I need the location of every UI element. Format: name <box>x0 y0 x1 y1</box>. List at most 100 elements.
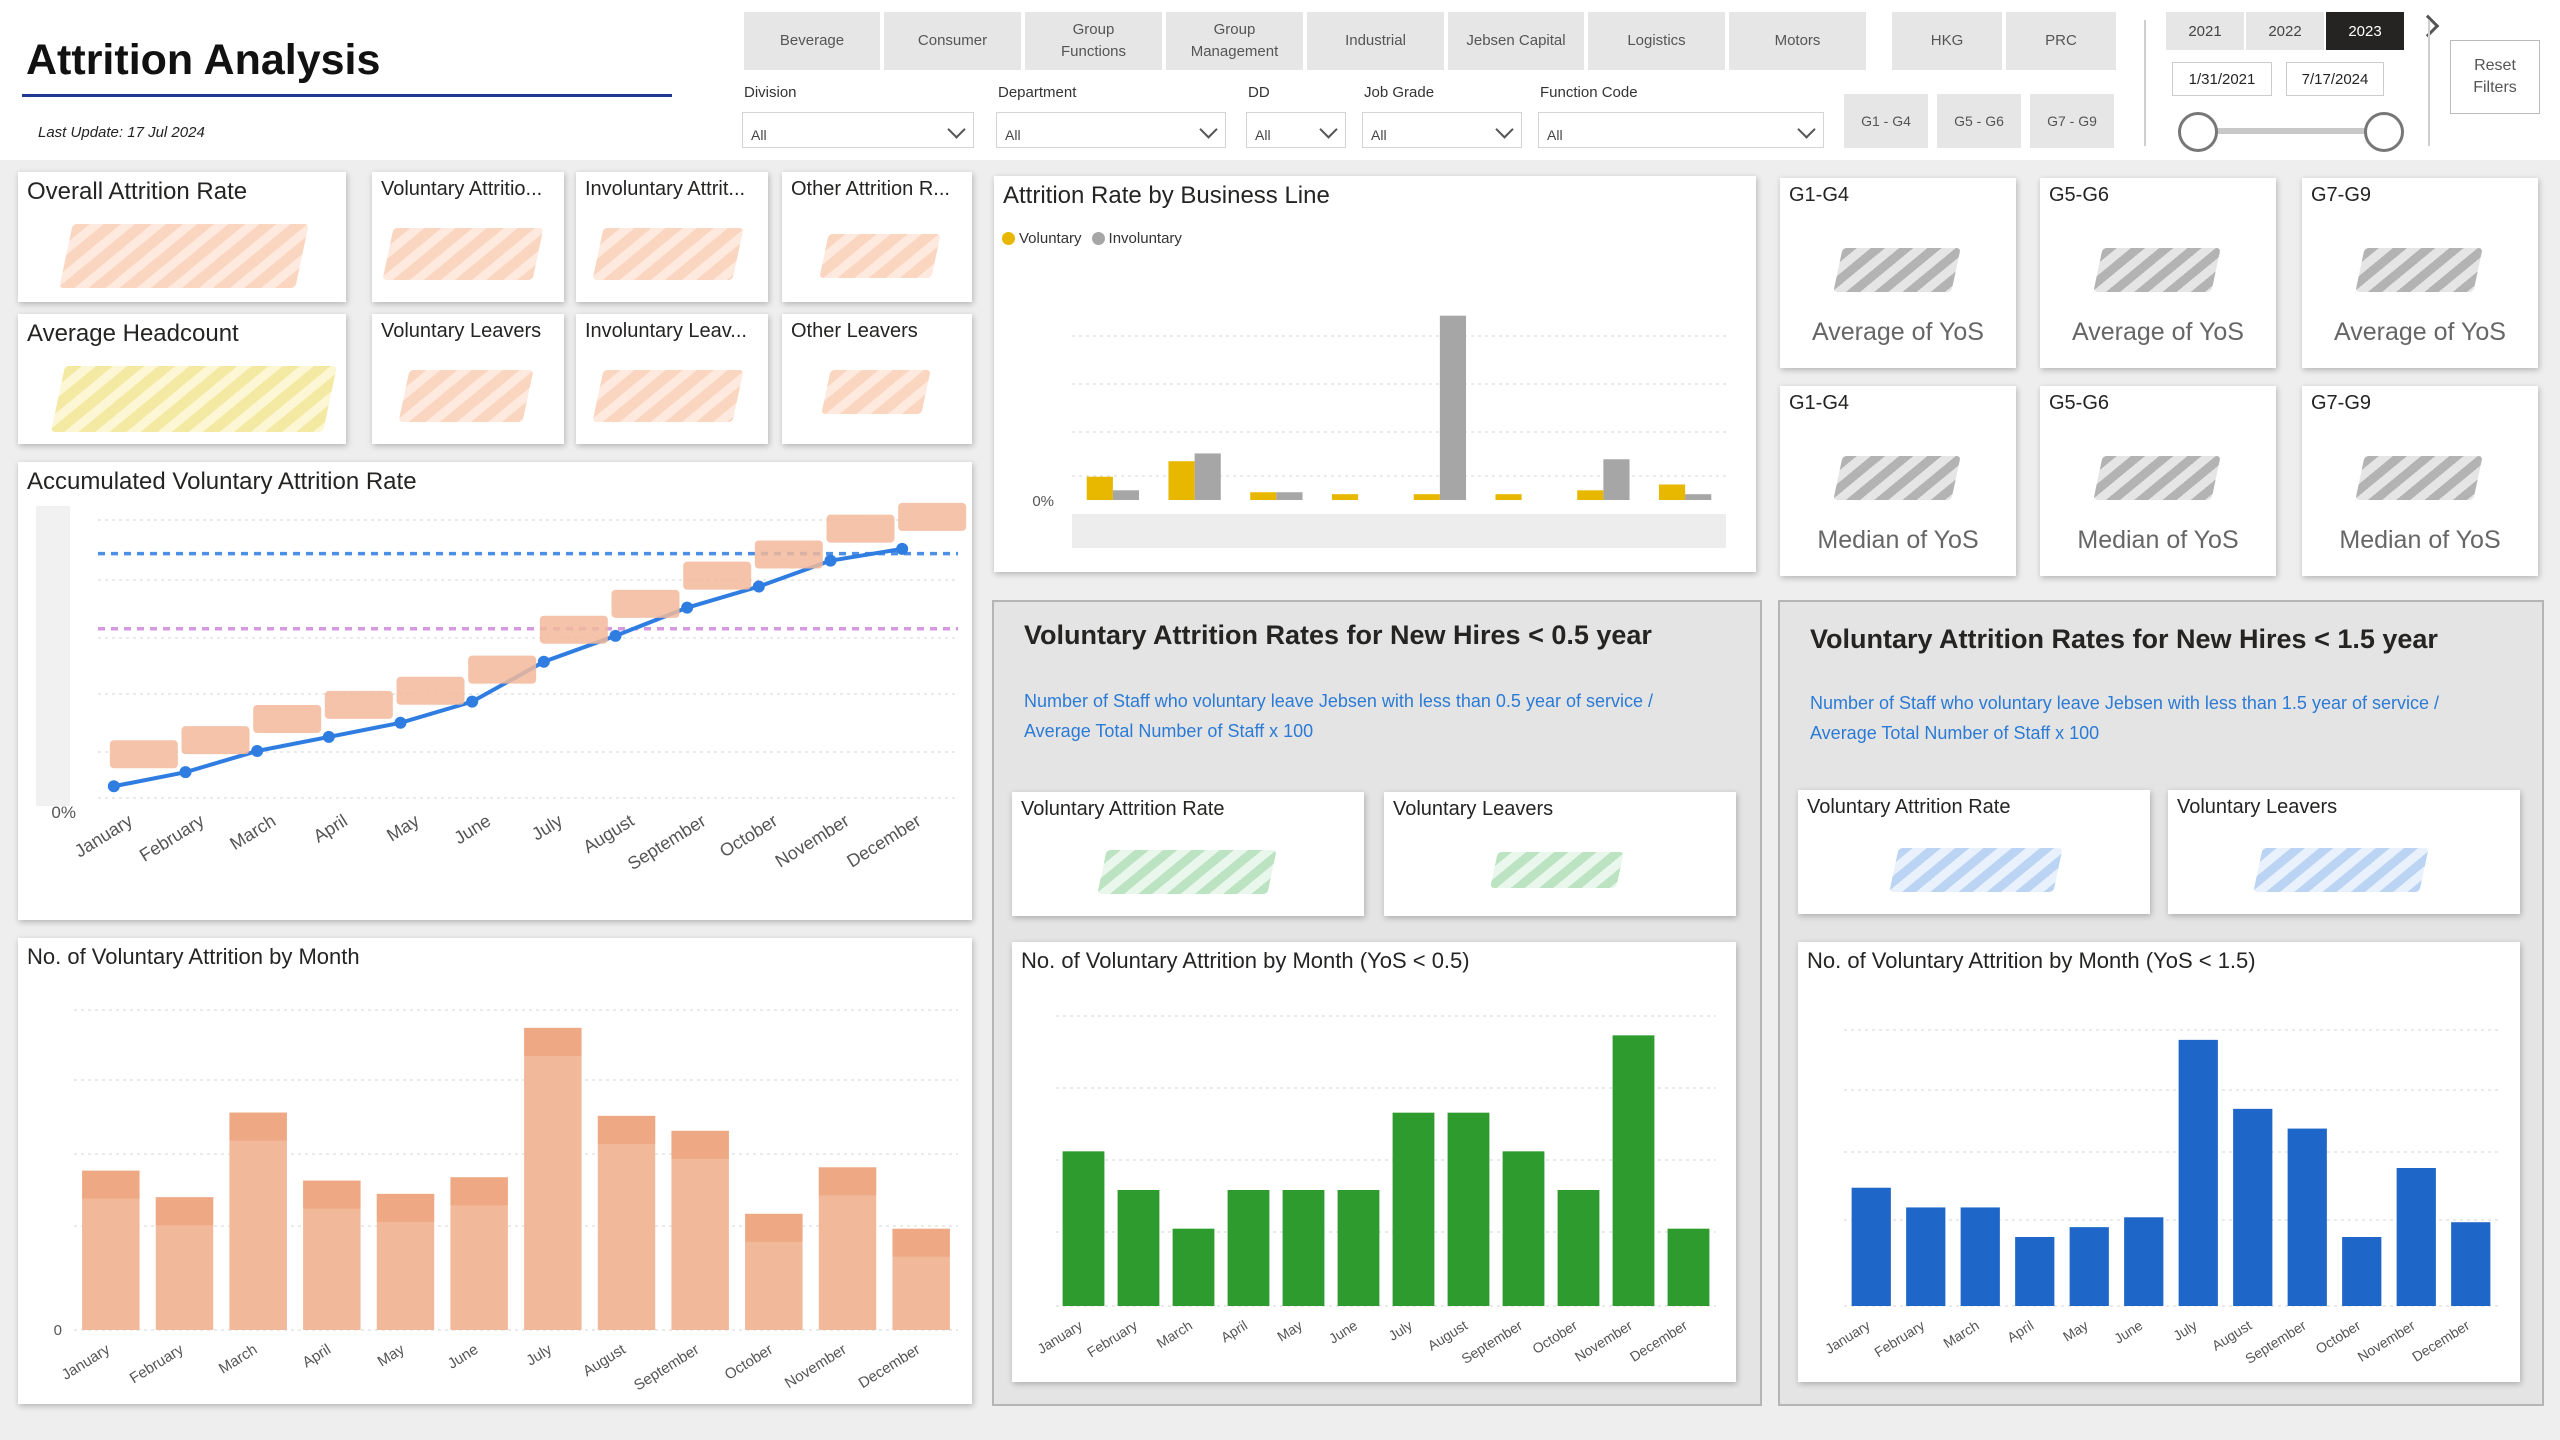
dd-dropdown[interactable]: All <box>1246 112 1346 148</box>
date-slider-end-handle[interactable] <box>2364 112 2404 152</box>
bar-november <box>1612 1035 1655 1306</box>
blurred-value <box>1490 852 1624 888</box>
bar-december <box>892 1228 950 1330</box>
grade-button-g5-g6[interactable]: G5 - G6 <box>1937 94 2021 148</box>
grade-button-g7-g9[interactable]: G7 - G9 <box>2030 94 2114 148</box>
bar-july <box>1392 1112 1435 1306</box>
x-tick-label: September <box>631 1341 702 1394</box>
end-date-input[interactable]: 7/17/2024 <box>2286 62 2384 96</box>
line-point-march <box>251 745 264 757</box>
bar-involuntary <box>1112 490 1140 500</box>
job-grade-label: Job Grade <box>1364 84 1435 101</box>
card-title: Voluntary Leavers <box>1393 798 1554 820</box>
department-dropdown[interactable]: All <box>996 112 1226 148</box>
chevron-down-icon <box>1797 120 1816 139</box>
description-line: Average Total Number of Staff x 100 <box>1024 721 1314 741</box>
bar-august <box>2233 1108 2273 1306</box>
tab-beverage[interactable]: Beverage <box>744 12 880 70</box>
bar-february <box>155 1197 214 1330</box>
bar-may <box>1282 1190 1325 1306</box>
x-tick-label: October <box>722 1341 776 1384</box>
job-grade-dropdown[interactable]: All <box>1362 112 1522 148</box>
bar-march <box>1172 1228 1215 1306</box>
y-tick-label: 0% <box>1032 493 1054 510</box>
function-code-label: Function Code <box>1540 84 1638 101</box>
line-point-august <box>609 629 622 642</box>
grade-label: G1-G4 <box>1789 184 1850 206</box>
voluntary-leavers-card: Voluntary Leavers <box>372 314 564 444</box>
yos-card: G5-G6 Average of YoS <box>2040 178 2276 368</box>
bar-voluntary <box>1495 494 1522 500</box>
bar-january <box>1851 1187 1891 1306</box>
bar-highlight-band <box>155 1197 214 1226</box>
x-tick-label: April <box>299 1341 333 1371</box>
bar-july <box>524 1027 582 1330</box>
tab-group-management[interactable]: Group Management <box>1166 12 1303 70</box>
reset-filters-button[interactable]: Reset Filters <box>2450 40 2540 114</box>
x-tick-label: June <box>1326 1317 1360 1347</box>
x-tick-label: May <box>383 810 422 845</box>
card-title: Voluntary Attrition Rate <box>1807 796 2011 818</box>
bar-august <box>1447 1112 1490 1306</box>
x-tick-label: July <box>523 1341 555 1370</box>
voluntary-attrition-rate-card: Voluntary Attrition Rate <box>1798 790 2150 914</box>
x-tick-label: November <box>782 1341 850 1392</box>
yos-metric-label: Median of YoS <box>1817 526 1979 554</box>
bar-october <box>1557 1190 1600 1306</box>
tab-motors[interactable]: Motors <box>1729 12 1866 70</box>
bar-voluntary <box>1658 484 1686 500</box>
year-button-2023[interactable]: 2023 <box>2326 12 2404 50</box>
bar-december <box>1667 1228 1710 1306</box>
function-code-dropdown[interactable]: All <box>1538 112 1824 148</box>
x-tick-label: September <box>624 810 709 874</box>
tab-industrial[interactable]: Industrial <box>1307 12 1444 70</box>
dd-label: DD <box>1248 84 1270 101</box>
x-tick-label: December <box>843 810 924 871</box>
start-date-input[interactable]: 1/31/2021 <box>2172 62 2272 96</box>
grade-label: G5-G6 <box>2049 392 2110 414</box>
bar-highlight-band <box>450 1177 508 1206</box>
blurred-value <box>821 370 931 414</box>
monthly-attrition-yos-0.5-chart: No. of Voluntary Attrition by Month (YoS… <box>1012 942 1736 1382</box>
date-slider-start-handle[interactable] <box>2178 112 2218 152</box>
year-button-2021[interactable]: 2021 <box>2166 12 2244 50</box>
tab-group-functions[interactable]: Group Functions <box>1025 12 1162 70</box>
involuntary-attrition-rate-card: Involuntary Attrit... <box>576 172 768 302</box>
tab-hkg[interactable]: HKG <box>1892 12 2002 70</box>
line-point-april <box>322 730 335 743</box>
involuntary-legend-swatch <box>1091 232 1105 245</box>
year-button-2022[interactable]: 2022 <box>2246 12 2324 50</box>
x-tick-label: January <box>1822 1317 1873 1357</box>
blurred-value <box>2093 456 2221 500</box>
bar-voluntary <box>1086 476 1113 500</box>
x-tick-label: July <box>2170 1317 2200 1344</box>
tab-jebsen-capital[interactable]: Jebsen Capital <box>1448 12 1584 70</box>
division-dropdown[interactable]: All <box>742 112 974 148</box>
title-underline <box>22 94 672 97</box>
bar-voluntary <box>1577 490 1604 500</box>
x-tick-label: August <box>580 1341 629 1381</box>
voluntary-attrition-by-month-chart: No. of Voluntary Attrition by Month 0 Jan… <box>18 938 972 1404</box>
line-point-january <box>107 780 120 793</box>
card-title: Involuntary Leav... <box>585 320 747 342</box>
bar-october <box>745 1213 803 1330</box>
x-tick-label: February <box>136 810 208 865</box>
bar-september <box>2287 1128 2327 1306</box>
yos-metric-label: Average of YoS <box>2334 318 2506 346</box>
blurred-value <box>2093 248 2221 292</box>
panel-title: Voluntary Attrition Rates for New Hires … <box>1810 624 2438 654</box>
blurred-value <box>50 366 338 432</box>
x-tick-label: February <box>127 1341 187 1387</box>
tab-prc[interactable]: PRC <box>2006 12 2116 70</box>
overall-attrition-rate-card: Overall Attrition Rate <box>18 172 346 302</box>
blurred-data-label <box>826 514 895 543</box>
other-leavers-card: Other Leavers <box>782 314 972 444</box>
bar-involuntary <box>1603 459 1630 500</box>
tab-consumer[interactable]: Consumer <box>884 12 1021 70</box>
monthly-attrition-yos-1.5-chart: No. of Voluntary Attrition by Month (YoS… <box>1798 942 2520 1382</box>
grade-button-g1-g4[interactable]: G1 - G4 <box>1844 94 1928 148</box>
line-point-september <box>681 601 694 614</box>
tab-logistics[interactable]: Logistics <box>1588 12 1725 70</box>
card-title: Voluntary Attritio... <box>381 178 543 200</box>
card-title: Average Headcount <box>27 320 239 347</box>
